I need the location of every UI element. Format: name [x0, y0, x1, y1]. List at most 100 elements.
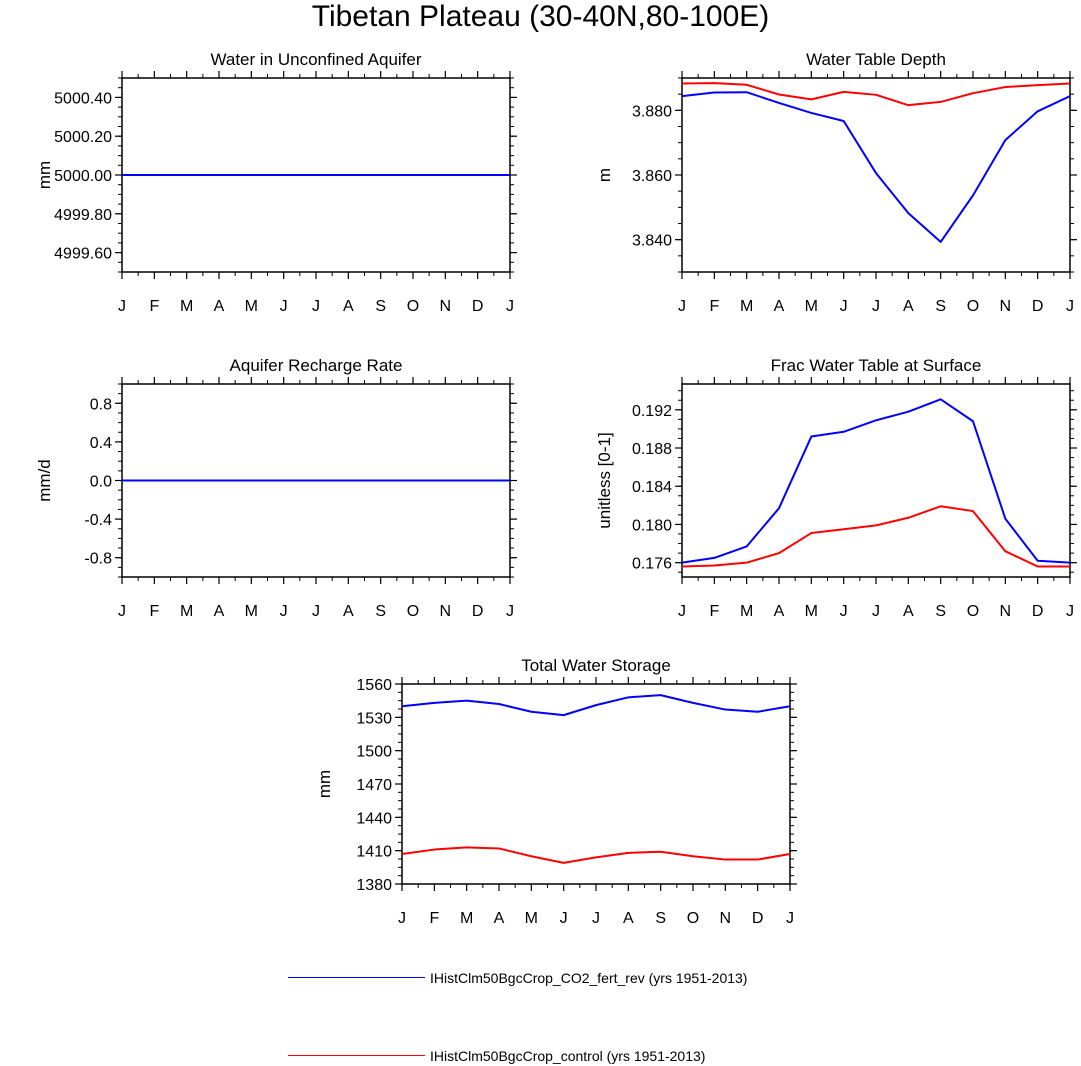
y-tick-label: 1560 — [356, 677, 392, 694]
x-tick-label: O — [967, 603, 979, 620]
chart-title: Total Water Storage — [521, 656, 671, 675]
x-tick-label: A — [774, 298, 785, 315]
page-title: Tibetan Plateau (30-40N,80-100E) — [311, 0, 770, 33]
x-tick-label: J — [1066, 298, 1074, 315]
x-tick-label: F — [429, 910, 439, 927]
x-tick-label: M — [805, 603, 818, 620]
chart-title: Water in Unconfined Aquifer — [210, 50, 421, 69]
y-tick-label: 1380 — [356, 877, 392, 894]
chart-panel-5: Total Water Storage J F M A M J J A S O N D J 1380 1410… — [315, 656, 797, 927]
x-tick-label: S — [935, 603, 946, 620]
y-axis-label: mm — [35, 161, 54, 189]
x-tick-label: S — [375, 603, 386, 620]
legend-entry-co2-fert-rev: IHistClm50BgcCrop_CO2_fert_rev (yrs 1951… — [288, 968, 888, 988]
y-axis-label: unitless [0-1] — [595, 432, 614, 528]
chart-panel-2: Water Table Depth J F M A M J J A S O N D J 3.840 3.860… — [595, 50, 1077, 315]
x-tick-label: J — [872, 298, 880, 315]
x-tick-label: N — [720, 910, 732, 927]
y-tick-label: 3.860 — [632, 168, 672, 185]
series-line-control — [681, 505, 1070, 568]
series-line-co2-fert-rev — [681, 398, 1071, 564]
x-tick-label: D — [472, 603, 484, 620]
y-tick-label: 5000.00 — [54, 168, 112, 185]
x-tick-label: J — [840, 603, 848, 620]
x-tick-label: S — [375, 298, 386, 315]
legend-swatch-blue — [288, 977, 425, 978]
series-line-co2-fert-rev — [401, 694, 791, 717]
x-tick-label: O — [687, 910, 699, 927]
y-tick-label: 1440 — [356, 810, 392, 827]
x-tick-label: A — [623, 910, 634, 927]
x-tick-label: J — [840, 298, 848, 315]
y-tick-label: 0.8 — [90, 396, 112, 413]
x-tick-label: J — [560, 910, 568, 927]
plot-frame — [681, 77, 1071, 273]
x-tick-label: J — [312, 603, 320, 620]
legend-label: IHistClm50BgcCrop_control (yrs 1951-2013… — [430, 1048, 706, 1064]
legend-label: IHistClm50BgcCrop_CO2_fert_rev (yrs 1951… — [430, 970, 748, 986]
x-tick-label: J — [506, 298, 514, 315]
x-tick-label: A — [214, 298, 225, 315]
y-axis-label: mm — [315, 770, 334, 798]
x-tick-label: D — [1032, 298, 1044, 315]
series-line-co2-fert-rev — [681, 91, 1071, 243]
y-tick-label: 4999.80 — [54, 207, 112, 224]
x-tick-label: J — [280, 603, 288, 620]
x-tick-label: J — [786, 910, 794, 927]
legend-swatch-red — [288, 1055, 425, 1056]
x-tick-label: J — [678, 298, 686, 315]
x-tick-label: A — [494, 910, 505, 927]
chart-panel-1: Water in Unconfined Aquifer J F M A M J J A S O N D J… — [35, 50, 517, 315]
chart-title: Frac Water Table at Surface — [771, 356, 982, 375]
x-tick-label: M — [805, 298, 818, 315]
y-tick-label: 0.4 — [90, 435, 112, 452]
chart-title: Aquifer Recharge Rate — [230, 356, 403, 375]
x-tick-label: S — [935, 298, 946, 315]
x-tick-label: J — [118, 298, 126, 315]
x-tick-label: D — [1032, 603, 1044, 620]
y-tick-label: 1530 — [356, 710, 392, 727]
y-tick-label: 1410 — [356, 844, 392, 861]
chart-panel-3: Aquifer Recharge Rate J F M A M J J A S O N D J -0.8 -0… — [35, 356, 517, 620]
x-tick-label: A — [903, 603, 914, 620]
x-tick-label: J — [118, 603, 126, 620]
x-tick-label: O — [967, 298, 979, 315]
y-tick-label: 1500 — [356, 744, 392, 761]
y-tick-label: 0.184 — [632, 479, 672, 496]
x-tick-label: M — [180, 603, 193, 620]
x-tick-label: M — [740, 603, 753, 620]
x-tick-label: A — [343, 603, 354, 620]
x-tick-label: O — [407, 603, 419, 620]
x-tick-label: M — [460, 910, 473, 927]
y-tick-label: 5000.20 — [54, 129, 112, 146]
x-tick-label: N — [1000, 298, 1012, 315]
x-tick-label: D — [472, 298, 484, 315]
x-tick-label: J — [506, 603, 514, 620]
x-tick-label: J — [398, 910, 406, 927]
x-tick-label: F — [149, 603, 159, 620]
x-tick-label: F — [149, 298, 159, 315]
x-tick-label: N — [440, 603, 452, 620]
x-tick-label: O — [407, 298, 419, 315]
x-tick-label: J — [872, 603, 880, 620]
legend-entry-control: IHistClm50BgcCrop_control (yrs 1951-2013… — [288, 1046, 888, 1066]
y-tick-label: 0.176 — [632, 556, 672, 573]
y-tick-label: 3.840 — [632, 233, 672, 250]
x-tick-label: A — [903, 298, 914, 315]
x-tick-label: M — [245, 298, 258, 315]
y-tick-label: 3.880 — [632, 103, 672, 120]
x-tick-label: J — [678, 603, 686, 620]
x-tick-label: J — [312, 298, 320, 315]
x-tick-label: N — [440, 298, 452, 315]
y-tick-label: 1470 — [356, 777, 392, 794]
x-tick-label: D — [752, 910, 764, 927]
x-tick-label: A — [774, 603, 785, 620]
chart-title: Water Table Depth — [806, 50, 946, 69]
y-tick-label: 0.0 — [90, 474, 112, 491]
y-tick-label: 4999.60 — [54, 246, 112, 263]
series-line-control — [401, 846, 791, 864]
series-line-control — [681, 82, 1071, 107]
x-tick-label: M — [245, 603, 258, 620]
x-tick-label: M — [525, 910, 538, 927]
